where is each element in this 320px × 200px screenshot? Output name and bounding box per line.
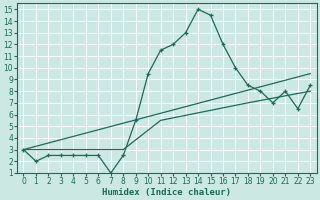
X-axis label: Humidex (Indice chaleur): Humidex (Indice chaleur) [102, 188, 231, 197]
